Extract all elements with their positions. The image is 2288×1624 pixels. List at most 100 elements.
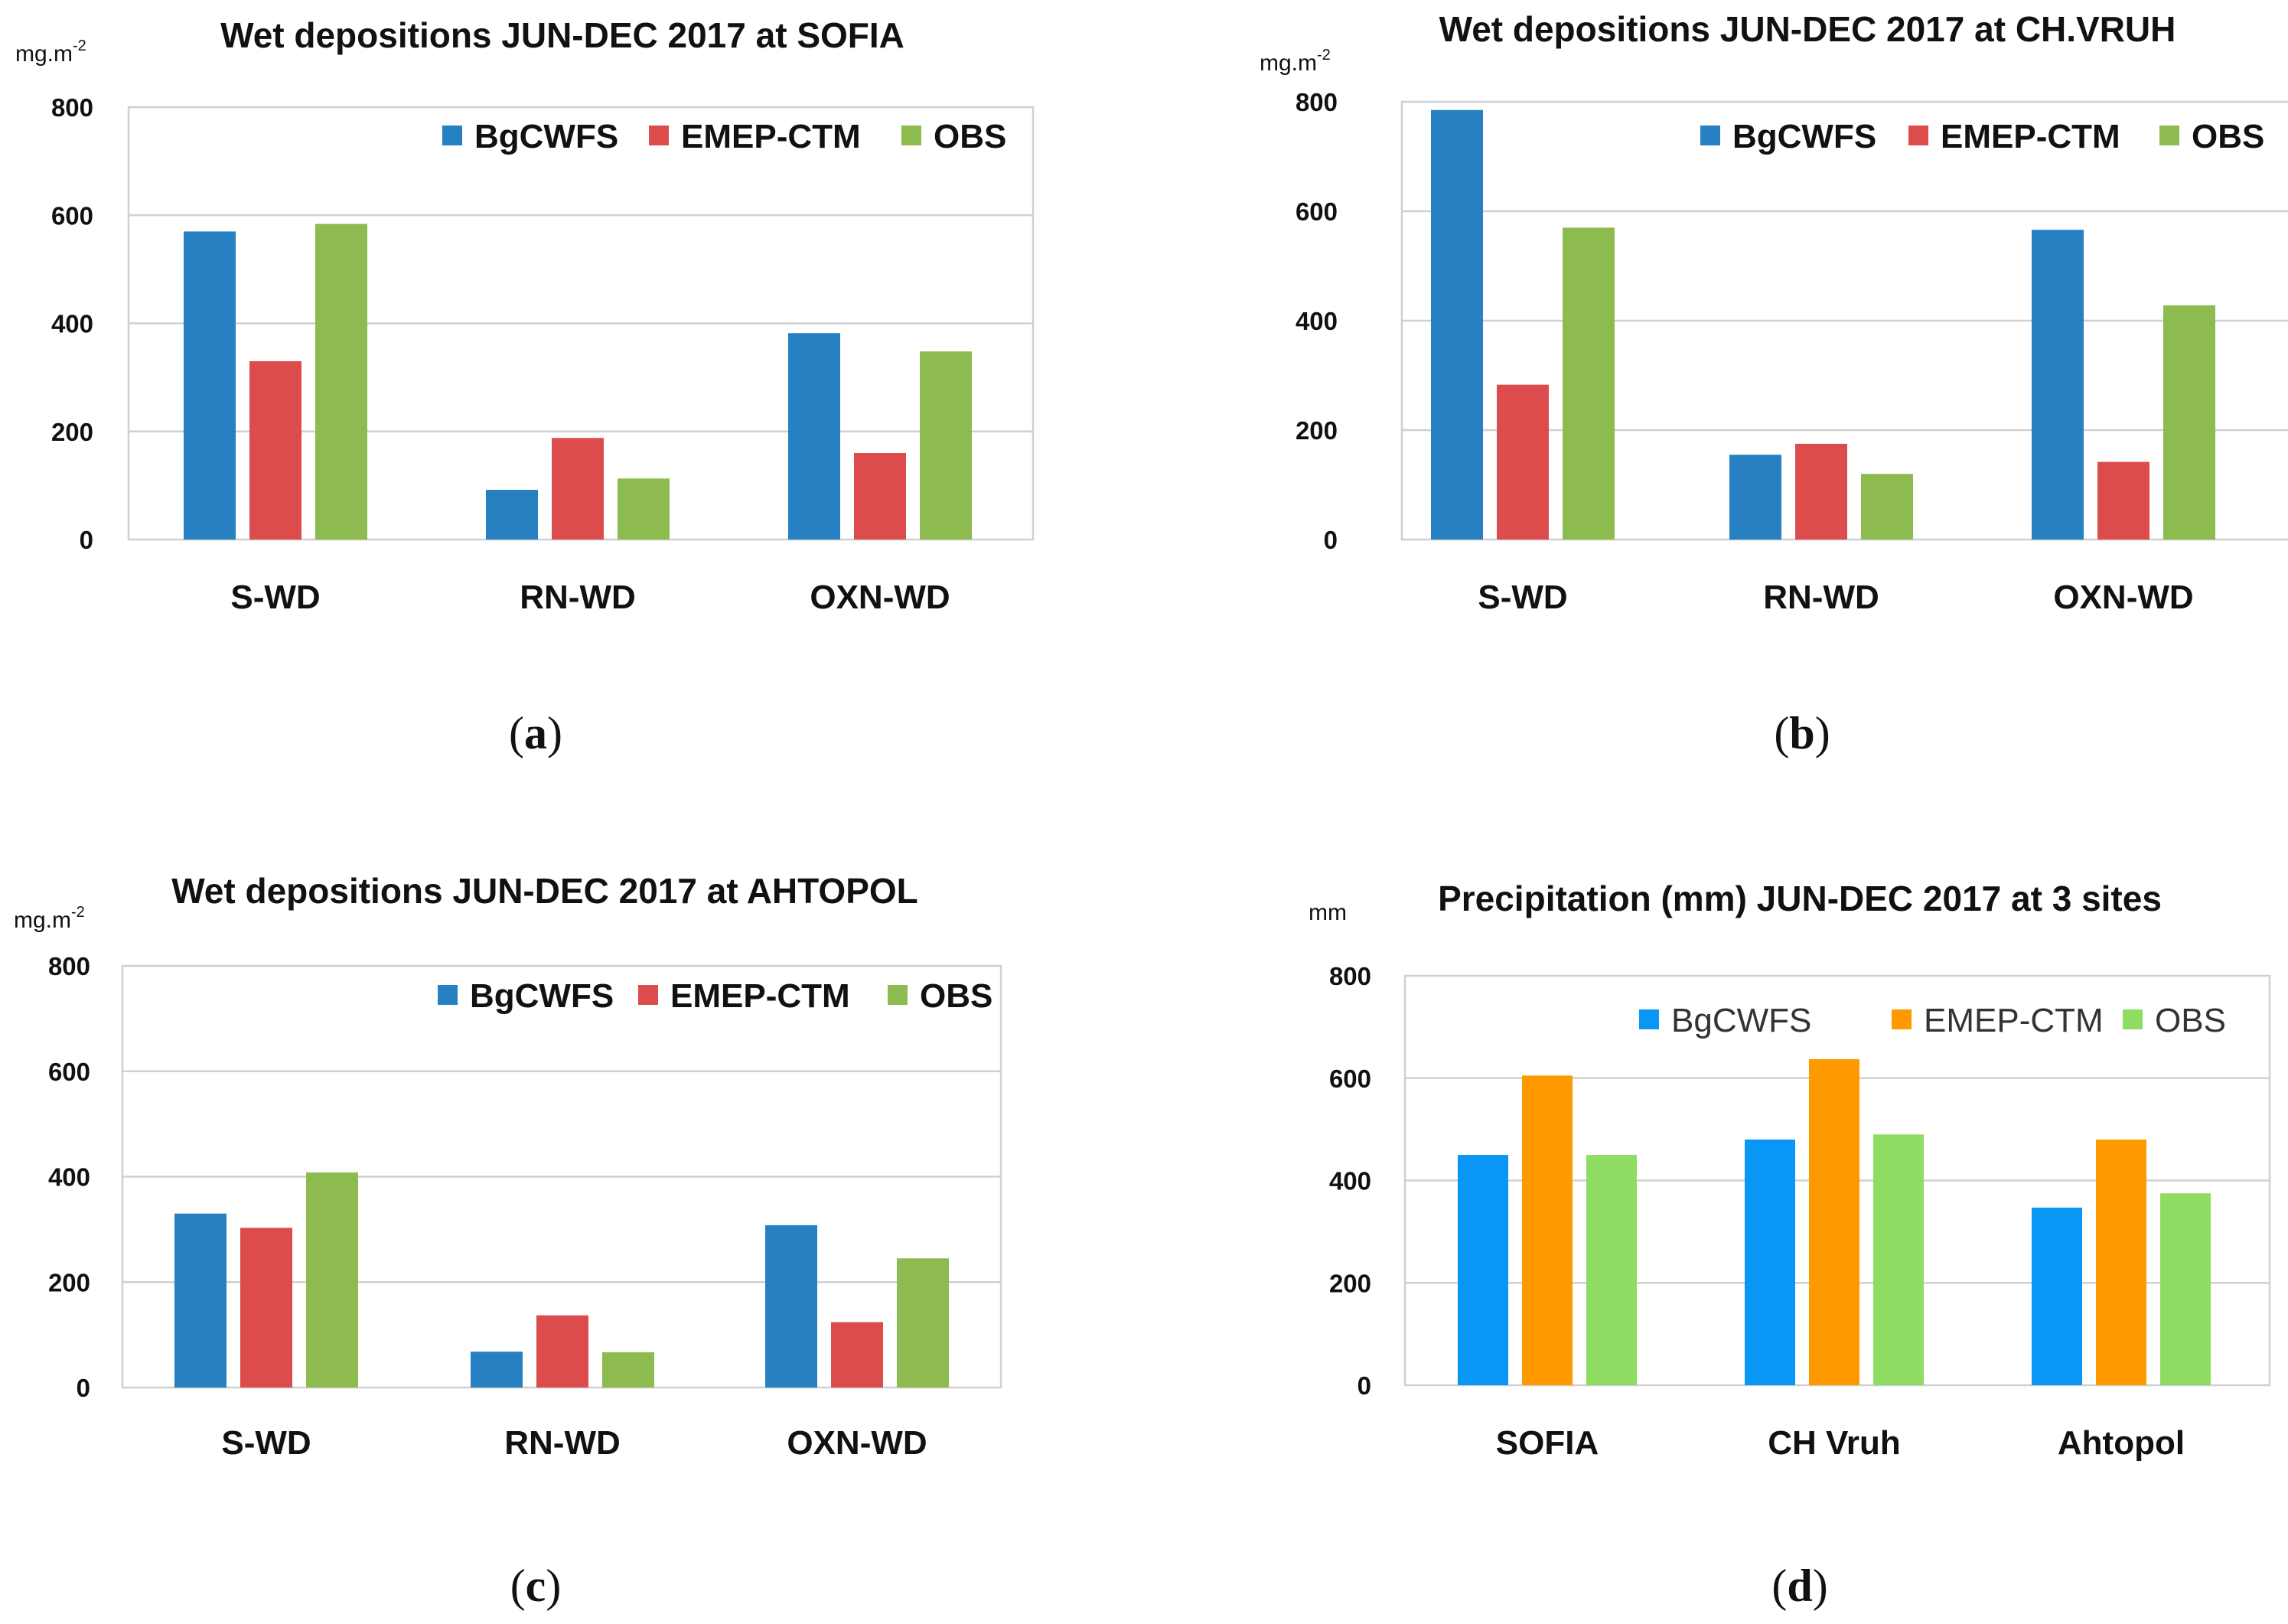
legend-label: OBS xyxy=(920,977,992,1015)
bar xyxy=(2163,305,2215,540)
caption-close-paren: ) xyxy=(1813,1560,1828,1611)
x-tick-label: RN-WD xyxy=(504,1424,621,1462)
y-unit-superscript: -2 xyxy=(71,904,85,921)
y-unit-base: mm xyxy=(1309,900,1347,925)
bar xyxy=(831,1322,883,1388)
legend-label: BgCWFS xyxy=(474,118,618,155)
x-tick-label: S-WD xyxy=(221,1424,311,1462)
x-tick-label: S-WD xyxy=(1478,579,1567,616)
chart-panel-a: Wet depositions JUN-DEC 2017 at SOFIA mg.… xyxy=(15,15,1035,758)
bar xyxy=(788,333,840,540)
bar xyxy=(2160,1193,2211,1385)
bar xyxy=(920,351,972,540)
y-unit-label: mg.m-2 xyxy=(1260,47,1331,76)
x-tick-label: Ahtopol xyxy=(2058,1424,2185,1462)
x-tick-label: S-WD xyxy=(230,579,320,616)
chart-panel-d: Precipitation (mm) JUN-DEC 2017 at 3 sit… xyxy=(1309,879,2271,1611)
chart-panel-b: Wet depositions JUN-DEC 2017 at CH.VRUH m… xyxy=(1260,9,2288,758)
bar xyxy=(249,360,301,540)
bar xyxy=(486,490,538,540)
bar xyxy=(2096,1140,2146,1385)
bar xyxy=(1431,109,1483,540)
y-unit-label: mg.m-2 xyxy=(14,904,85,933)
legend-swatch xyxy=(1639,1009,1659,1029)
bar xyxy=(1861,474,1913,540)
legend-label: BgCWFS xyxy=(1671,1002,1811,1039)
legend-swatch xyxy=(888,985,908,1005)
legend-swatch xyxy=(1908,126,1928,145)
bar xyxy=(174,1213,227,1388)
bar xyxy=(184,231,236,540)
bar xyxy=(1458,1155,1508,1385)
caption-letter: b xyxy=(1789,708,1814,758)
legend-label: EMEP-CTM xyxy=(670,977,850,1015)
legend-label: OBS xyxy=(2192,118,2264,155)
x-tick-label: CH Vruh xyxy=(1768,1424,1901,1462)
y-tick-label: 400 xyxy=(1296,307,1338,335)
chart-title: Wet depositions JUN-DEC 2017 at CH.VRUH xyxy=(1439,9,2176,49)
chart-title: Precipitation (mm) JUN-DEC 2017 at 3 sit… xyxy=(1438,879,2162,918)
y-tick-label: 0 xyxy=(80,526,93,554)
chart-title: Wet depositions JUN-DEC 2017 at AHTOPOL xyxy=(171,871,918,911)
caption-letter: d xyxy=(1787,1560,1812,1611)
caption-open-paren: ( xyxy=(510,1560,526,1611)
bar xyxy=(315,223,367,540)
y-tick-label: 800 xyxy=(51,93,93,122)
legend-label: BgCWFS xyxy=(470,977,614,1015)
y-tick-label: 600 xyxy=(51,201,93,230)
legend: BgCWFS EMEP-CTM OBS xyxy=(1639,1002,2226,1039)
x-tick-label: OXN-WD xyxy=(787,1424,927,1462)
legend-label: EMEP-CTM xyxy=(1941,118,2120,155)
legend-label: EMEP-CTM xyxy=(681,118,861,155)
legend-swatch xyxy=(2123,1009,2143,1029)
bar xyxy=(1873,1134,1924,1385)
bar xyxy=(536,1315,588,1388)
y-tick-label: 800 xyxy=(1296,88,1338,116)
x-tick-label: RN-WD xyxy=(520,579,636,616)
bar xyxy=(471,1352,523,1388)
y-unit-base: mg.m xyxy=(15,41,73,67)
y-unit-label: mm xyxy=(1309,900,1347,925)
legend-swatch xyxy=(649,126,669,145)
y-unit-base: mg.m xyxy=(1260,51,1317,76)
bar xyxy=(1809,1059,1859,1385)
legend-swatch xyxy=(1892,1009,1912,1029)
bar xyxy=(1522,1075,1573,1385)
y-unit-superscript: -2 xyxy=(1317,47,1331,64)
legend-label: BgCWFS xyxy=(1732,118,1876,155)
bar xyxy=(602,1352,654,1388)
legend-swatch xyxy=(2159,126,2179,145)
chart-title: Wet depositions JUN-DEC 2017 at SOFIA xyxy=(220,15,904,55)
y-tick-label: 200 xyxy=(51,418,93,446)
caption-close-paren: ) xyxy=(1815,708,1830,758)
y-tick-label: 0 xyxy=(1357,1371,1371,1400)
y-tick-label: 800 xyxy=(1329,962,1371,990)
bar xyxy=(1745,1140,1795,1385)
panel-caption: (a) xyxy=(509,708,562,758)
panel-caption: (b) xyxy=(1774,708,1830,758)
legend-swatch xyxy=(438,985,458,1005)
legend: BgCWFS EMEP-CTM OBS xyxy=(438,977,992,1015)
y-tick-label: 200 xyxy=(1329,1269,1371,1297)
legend-swatch xyxy=(638,985,658,1005)
y-unit-base: mg.m xyxy=(14,908,71,933)
legend-label: OBS xyxy=(934,118,1006,155)
legend-swatch xyxy=(1700,126,1720,145)
bar xyxy=(2032,1207,2082,1385)
caption-open-paren: ( xyxy=(509,708,524,758)
bar xyxy=(2097,461,2149,540)
y-tick-label: 200 xyxy=(1296,416,1338,445)
y-tick-label: 600 xyxy=(1329,1065,1371,1093)
chart-panel-c: Wet depositions JUN-DEC 2017 at AHTOPOL m… xyxy=(14,871,1002,1611)
legend-swatch xyxy=(901,126,921,145)
legend-label: OBS xyxy=(2155,1002,2226,1039)
y-tick-label: 0 xyxy=(1324,526,1338,554)
bar xyxy=(1729,455,1781,540)
y-tick-label: 600 xyxy=(1296,197,1338,226)
y-tick-label: 800 xyxy=(48,952,90,980)
bar xyxy=(765,1225,817,1388)
x-tick-label: OXN-WD xyxy=(2053,579,2193,616)
y-tick-label: 400 xyxy=(1329,1167,1371,1195)
panel-caption: (d) xyxy=(1771,1560,1827,1611)
